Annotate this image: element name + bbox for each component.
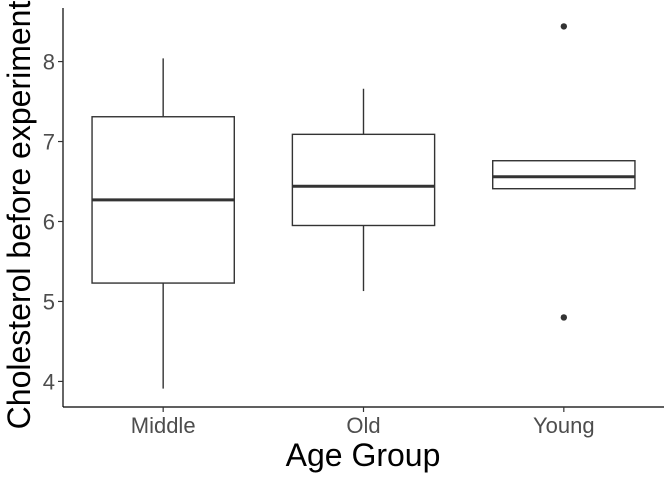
x-axis-title: Age Group — [286, 437, 441, 473]
x-ticks: Middle Old Young — [131, 407, 595, 438]
y-ticks: 4 5 6 7 8 — [43, 50, 63, 394]
y-tick-label: 6 — [43, 209, 55, 234]
outlier-point — [560, 314, 568, 321]
box-old — [291, 88, 436, 292]
y-tick-label: 7 — [43, 130, 55, 155]
x-tick-label: Middle — [131, 413, 196, 438]
x-tick-label: Old — [346, 413, 380, 438]
box-middle — [91, 58, 235, 389]
y-tick-label: 8 — [43, 50, 55, 75]
iqr-box — [291, 133, 436, 227]
y-tick-label: 5 — [43, 289, 55, 314]
iqr-box — [492, 160, 636, 190]
y-axis-title: Cholesterol before experiment — [1, 1, 37, 430]
x-tick-label: Young — [533, 413, 595, 438]
outlier-point — [560, 23, 568, 30]
boxes — [91, 23, 636, 389]
box-young — [492, 23, 636, 321]
y-tick-label: 4 — [43, 369, 55, 394]
